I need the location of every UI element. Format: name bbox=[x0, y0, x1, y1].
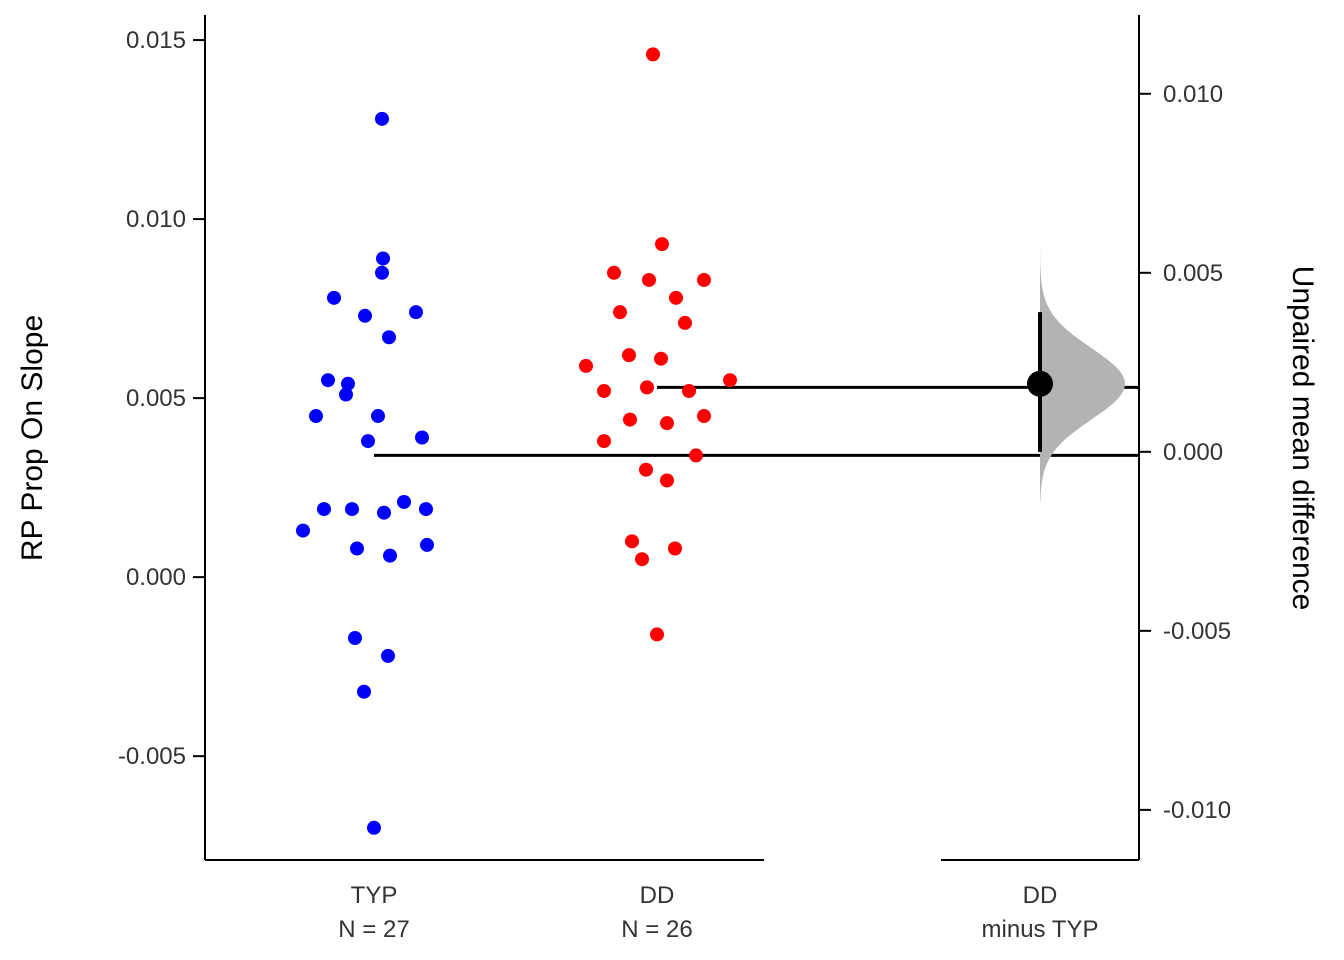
point-dd bbox=[646, 47, 660, 62]
left-y-axis: -0.005 0.000 0.005 0.010 0.015 bbox=[118, 15, 206, 860]
point-dd bbox=[607, 265, 621, 280]
left-tick-label: 0.015 bbox=[126, 27, 186, 54]
point-dd bbox=[682, 383, 696, 398]
point-typ bbox=[296, 523, 310, 538]
point-dd bbox=[613, 305, 627, 320]
point-typ bbox=[397, 494, 411, 509]
point-typ bbox=[420, 537, 434, 552]
point-dd bbox=[642, 272, 656, 287]
point-dd bbox=[597, 383, 611, 398]
x-tick-label-diff: DD bbox=[1023, 882, 1058, 909]
point-dd bbox=[669, 290, 683, 305]
left-tick-label: 0.010 bbox=[126, 206, 186, 233]
point-typ bbox=[341, 376, 355, 391]
point-typ bbox=[345, 502, 359, 517]
point-typ bbox=[339, 387, 353, 402]
point-dd bbox=[697, 272, 711, 287]
right-tick-label: 0.000 bbox=[1163, 439, 1223, 466]
point-dd bbox=[650, 627, 664, 642]
mean-difference-point bbox=[1027, 370, 1053, 397]
right-tick-label: -0.010 bbox=[1163, 797, 1231, 824]
point-dd bbox=[723, 373, 737, 388]
point-typ bbox=[382, 330, 396, 345]
point-dd bbox=[625, 534, 639, 549]
point-dd bbox=[579, 358, 593, 373]
left-axis-title: RP Prop On Slope bbox=[16, 315, 49, 561]
point-dd bbox=[655, 237, 669, 252]
x-tick-n-typ: N = 27 bbox=[338, 916, 409, 943]
left-tick-label: 0.000 bbox=[126, 564, 186, 591]
point-typ bbox=[357, 684, 371, 699]
point-typ bbox=[377, 505, 391, 520]
point-dd bbox=[640, 380, 654, 395]
right-tick-label: 0.010 bbox=[1163, 81, 1223, 108]
point-dd bbox=[623, 412, 637, 427]
x-tick-label-typ: TYP bbox=[351, 882, 398, 909]
point-typ bbox=[358, 308, 372, 323]
point-dd bbox=[635, 552, 649, 567]
x-tick-sublabel-diff: minus TYP bbox=[982, 916, 1099, 943]
point-dd bbox=[654, 351, 668, 366]
point-dd bbox=[660, 416, 674, 431]
point-typ bbox=[419, 502, 433, 517]
point-typ bbox=[361, 434, 375, 449]
point-typ bbox=[381, 648, 395, 663]
bootstrap-distribution bbox=[1040, 233, 1125, 502]
right-tick-label: 0.005 bbox=[1163, 260, 1223, 287]
point-typ bbox=[327, 290, 341, 305]
point-dd bbox=[689, 448, 703, 463]
point-typ bbox=[383, 548, 397, 563]
left-tick-label: -0.005 bbox=[118, 743, 186, 770]
point-typ bbox=[376, 251, 390, 266]
point-typ bbox=[350, 541, 364, 556]
point-dd bbox=[597, 434, 611, 449]
right-axis-title: Unpaired mean difference bbox=[1286, 266, 1319, 611]
left-tick-label: 0.005 bbox=[126, 385, 186, 412]
point-dd bbox=[668, 541, 682, 556]
point-typ bbox=[371, 409, 385, 424]
point-typ bbox=[309, 409, 323, 424]
point-typ bbox=[317, 502, 331, 517]
point-typ bbox=[375, 265, 389, 280]
point-typ bbox=[367, 820, 381, 835]
point-dd bbox=[660, 473, 674, 488]
point-typ bbox=[348, 631, 362, 646]
point-dd bbox=[622, 348, 636, 363]
point-typ bbox=[409, 305, 423, 320]
point-typ bbox=[321, 373, 335, 388]
swarm-points bbox=[296, 47, 737, 835]
group-mean-lines bbox=[374, 385, 1139, 457]
right-tick-label: -0.005 bbox=[1163, 618, 1231, 645]
point-typ bbox=[375, 111, 389, 126]
point-dd bbox=[639, 462, 653, 477]
x-tick-n-dd: N = 26 bbox=[621, 916, 692, 943]
mean-difference-panel bbox=[1027, 233, 1125, 502]
point-typ bbox=[415, 430, 429, 445]
point-dd bbox=[697, 409, 711, 424]
point-dd bbox=[678, 315, 692, 330]
right-y-axis: -0.010 -0.005 0.000 0.005 0.010 bbox=[1138, 15, 1231, 860]
x-tick-label-dd: DD bbox=[640, 882, 675, 909]
